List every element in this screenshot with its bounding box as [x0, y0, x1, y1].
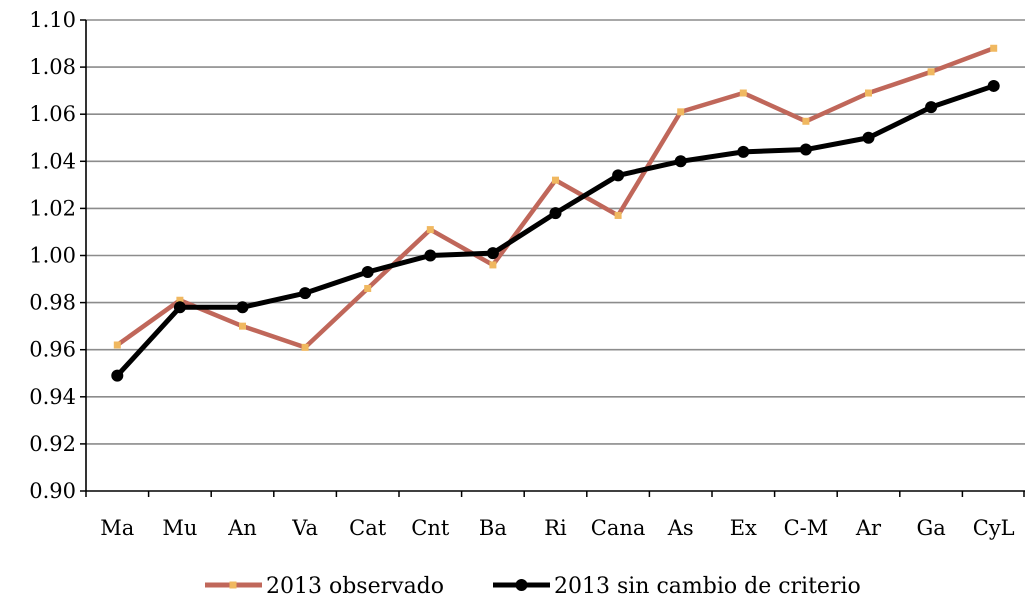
y-tick-label: 1.08	[29, 55, 76, 79]
data-point	[111, 369, 124, 382]
series-line	[114, 83, 997, 379]
x-tick-label: Cana	[591, 516, 646, 540]
x-tick-label: Ma	[100, 516, 134, 540]
y-tick-label: 0.90	[29, 479, 76, 503]
data-point	[486, 247, 499, 260]
data-point	[802, 117, 810, 125]
x-tick-label: Cnt	[411, 516, 450, 540]
data-point	[677, 108, 685, 116]
y-tick-label: 1.00	[29, 244, 76, 268]
x-tick-label: Mu	[162, 516, 197, 540]
series-group	[111, 44, 1000, 382]
x-tick-label: Ri	[544, 516, 567, 540]
data-point	[552, 176, 559, 184]
x-tick-label: An	[227, 516, 257, 540]
data-point	[799, 143, 812, 156]
y-tick-label: 0.98	[29, 291, 76, 315]
legend-marker-sin-cambio	[515, 579, 528, 591]
y-tick-label: 1.06	[29, 102, 76, 126]
data-point	[236, 301, 249, 314]
data-point	[739, 89, 747, 97]
legend-item-sin-cambio: 2013 sin cambio de criterio	[493, 574, 861, 597]
x-tick-label: Va	[291, 516, 318, 540]
data-point	[674, 155, 687, 168]
legend-label-sin-cambio: 2013 sin cambio de criterio	[554, 574, 861, 597]
y-tick-label: 0.92	[29, 432, 76, 456]
x-tick-label: Ex	[730, 516, 757, 540]
data-point	[176, 296, 184, 304]
data-point	[113, 341, 121, 349]
data-point	[925, 101, 938, 114]
data-point	[737, 145, 750, 158]
data-point	[987, 79, 1000, 92]
data-point	[426, 226, 434, 234]
data-point	[173, 301, 186, 314]
data-point	[865, 89, 872, 97]
x-tick-label: Ga	[916, 516, 945, 540]
data-point	[614, 211, 622, 219]
x-tick-label: As	[667, 516, 694, 540]
data-point	[364, 284, 372, 292]
data-point	[927, 68, 935, 76]
data-point	[862, 131, 875, 144]
y-tick-label: 1.10	[29, 8, 76, 32]
y-tick-label: 0.96	[29, 338, 76, 362]
data-point	[489, 261, 497, 269]
data-point	[239, 322, 246, 330]
y-tick-label: 1.02	[29, 196, 76, 220]
series-1	[111, 79, 1000, 382]
data-point	[990, 44, 998, 52]
legend-label-observado: 2013 observado	[266, 574, 444, 597]
legend-marker-observado	[229, 581, 237, 589]
data-point	[301, 343, 309, 351]
data-point	[612, 169, 625, 182]
x-tick-label: Cat	[349, 516, 387, 540]
data-point	[424, 249, 437, 262]
y-tick-label: 1.04	[29, 149, 76, 173]
y-tick-label: 0.94	[29, 385, 76, 409]
gridlines	[86, 19, 1025, 445]
x-axis-ticks: Ma Mu An Va Cat Cnt Ba Ri Cana As Ex C-M Ar Ga CyL	[85, 491, 1025, 540]
data-point	[549, 207, 562, 220]
legend-item-observado: 2013 observado	[205, 574, 444, 597]
y-axis-ticks: 0.90 0.92 0.94 0.96 0.98 1.00 1.02 1.04 1.06 1.08…	[29, 8, 86, 503]
x-tick-label: CyL	[973, 516, 1015, 540]
x-tick-label: Ar	[855, 516, 882, 540]
x-tick-label: C-M	[784, 516, 829, 540]
data-point	[361, 265, 374, 278]
series-0	[113, 44, 998, 351]
legend: 2013 observado 2013 sin cambio de criter…	[205, 574, 861, 597]
data-point	[299, 287, 312, 300]
x-tick-label: Ba	[479, 516, 507, 540]
